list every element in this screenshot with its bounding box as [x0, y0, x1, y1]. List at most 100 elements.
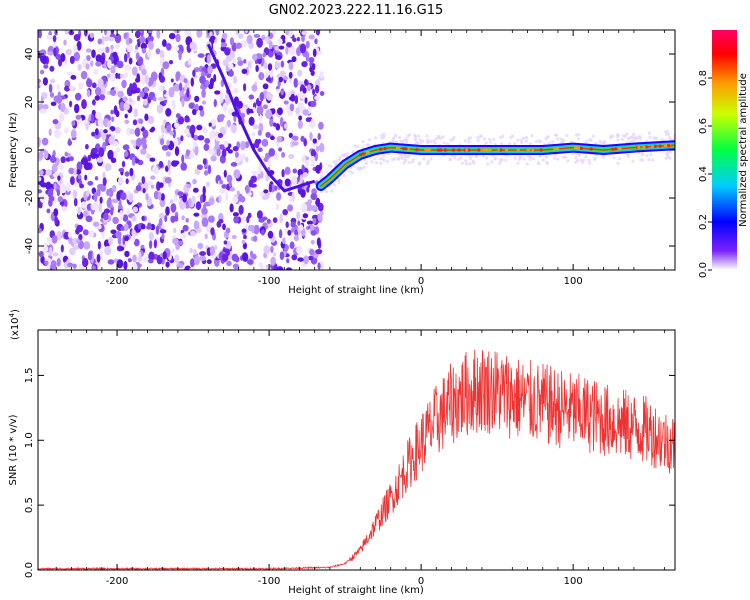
spectrogram-peak-dot — [484, 148, 488, 152]
spectrogram-noise-blob — [208, 122, 212, 127]
spectrogram-noise-blob — [78, 233, 83, 241]
spectrogram-noise-blob — [286, 42, 292, 48]
spectrogram-noise-blob — [241, 239, 246, 245]
spectrogram-noise-blob — [111, 116, 115, 122]
spectrogram-noise-blob — [195, 201, 202, 211]
spectrogram-noise-blob — [73, 34, 81, 42]
spectrogram-noise-blob — [185, 149, 190, 157]
spectrogram-noise-blob — [76, 40, 82, 51]
spectrogram-halo-blob — [407, 160, 411, 165]
colorbar-tick-label: 0.0 — [698, 262, 709, 278]
spectrogram-noise-blob — [310, 230, 317, 236]
spectrogram-noise-blob — [268, 40, 273, 50]
spectrogram-halo-blob — [335, 159, 339, 163]
spectrogram-noise-blob — [241, 228, 247, 233]
spectrogram-noise-blob — [204, 170, 209, 176]
spectrogram-noise-blob — [199, 109, 205, 117]
spectrogram-halo-blob — [490, 160, 494, 164]
spectrogram-noise-blob — [104, 163, 112, 172]
spectrogram-halo-blob — [453, 156, 457, 160]
spectrogram-noise-blob — [120, 73, 124, 79]
spectrogram-noise-blob — [221, 32, 228, 40]
spectrogram-noise-blob — [302, 87, 307, 94]
spectrogram-halo-blob — [486, 162, 490, 166]
spectrogram-noise-blob — [193, 212, 200, 217]
spectrogram-noise-blob — [269, 118, 274, 127]
spectrogram-noise-blob — [266, 92, 273, 101]
spectrogram-noise-blob — [106, 198, 112, 208]
spectrogram-noise-blob — [315, 30, 321, 36]
spectrogram-halo-blob — [547, 141, 552, 145]
spectrogram-noise-blob — [60, 53, 66, 62]
spectrogram-noise-blob — [258, 122, 264, 133]
spectrogram-ytick-label: -40 — [24, 238, 35, 254]
spectrogram-noise-blob — [304, 79, 308, 86]
spectrogram-noise-blob — [285, 267, 293, 270]
spectrogram-noise-blob — [200, 71, 206, 78]
spectrogram-noise-blob — [202, 100, 206, 105]
spectrogram-halo-blob — [669, 137, 673, 141]
spectrogram-noise-blob — [201, 88, 206, 99]
spectrogram-noise-blob — [296, 211, 301, 221]
spectrogram-halo-blob — [546, 135, 550, 139]
spectrogram-noise-blob — [282, 237, 286, 245]
spectrogram-noise-blob — [66, 71, 73, 76]
spectrogram-noise-blob — [161, 144, 169, 151]
spectrogram-halo-blob — [489, 140, 493, 144]
spectrogram-noise-blob — [188, 197, 192, 206]
spectrogram-noise-blob — [60, 156, 66, 164]
spectrogram-noise-blob — [73, 167, 77, 176]
spectrogram-noise-blob — [286, 102, 290, 113]
spectrogram-noise-blob — [98, 147, 105, 158]
spectrogram-noise-blob — [72, 189, 78, 199]
spectrogram-halo-blob — [616, 134, 620, 138]
spectrogram-halo-blob — [544, 137, 548, 141]
spectrogram-noise-blob — [90, 202, 97, 211]
spectrogram-noise-blob — [76, 161, 83, 171]
spectrogram-noise-blob — [149, 157, 156, 162]
spectrogram-noise-blob — [227, 149, 233, 154]
spectrogram-noise-blob — [52, 119, 59, 125]
spectrogram-noise-blob — [77, 63, 82, 71]
spectrogram-noise-blob — [138, 251, 142, 262]
spectrogram-noise-blob — [82, 229, 89, 236]
spectrogram-noise-blob — [299, 43, 307, 54]
spectrogram-noise-blob — [134, 127, 141, 137]
spectrogram-halo-blob — [460, 161, 465, 165]
spectrogram-noise-blob — [229, 37, 234, 46]
spectrogram-noise-blob — [85, 63, 90, 70]
spectrogram-noise-blob — [124, 250, 130, 258]
spectrogram-noise-blob — [106, 188, 110, 196]
spectrogram-noise-blob — [99, 93, 106, 101]
spectrogram-halo-blob — [551, 140, 555, 144]
spectrogram-noise-blob — [131, 262, 138, 270]
spectrogram-halo-blob — [587, 158, 591, 162]
spectrogram-noise-blob — [68, 85, 75, 90]
spectrogram-noise-blob — [86, 55, 91, 61]
spectrogram-halo-blob — [649, 152, 653, 157]
spectrogram-noise-blob — [183, 78, 188, 84]
spectrogram-noise-blob — [81, 201, 87, 209]
spectrogram-halo-blob — [355, 144, 359, 148]
colorbar-gradient — [712, 30, 737, 270]
spectrogram-noise-blob — [153, 190, 159, 200]
spectrogram-noise-blob — [46, 208, 51, 214]
spectrogram-noise-blob — [224, 124, 229, 131]
spectrogram-noise-blob — [140, 42, 147, 50]
spectrogram-noise-blob — [75, 92, 82, 101]
spectrogram-halo-blob — [417, 134, 421, 138]
spectrogram-noise-blob — [253, 235, 258, 242]
spectrogram-noise-blob — [148, 80, 153, 87]
spectrogram-halo-blob — [382, 154, 386, 158]
spectrogram-noise-blob — [108, 236, 113, 246]
spectrogram-noise-blob — [97, 117, 105, 128]
spectrogram-halo-blob — [648, 135, 652, 139]
spectrogram-noise-blob — [205, 181, 210, 187]
spectrogram-noise-blob — [52, 35, 57, 43]
spectrogram-noise-blob — [214, 244, 218, 251]
spectrogram-noise-blob — [297, 220, 301, 226]
spectrogram-halo-blob — [525, 162, 529, 166]
spectrogram-noise-blob — [64, 151, 69, 157]
spectrogram-noise-blob — [208, 148, 215, 155]
